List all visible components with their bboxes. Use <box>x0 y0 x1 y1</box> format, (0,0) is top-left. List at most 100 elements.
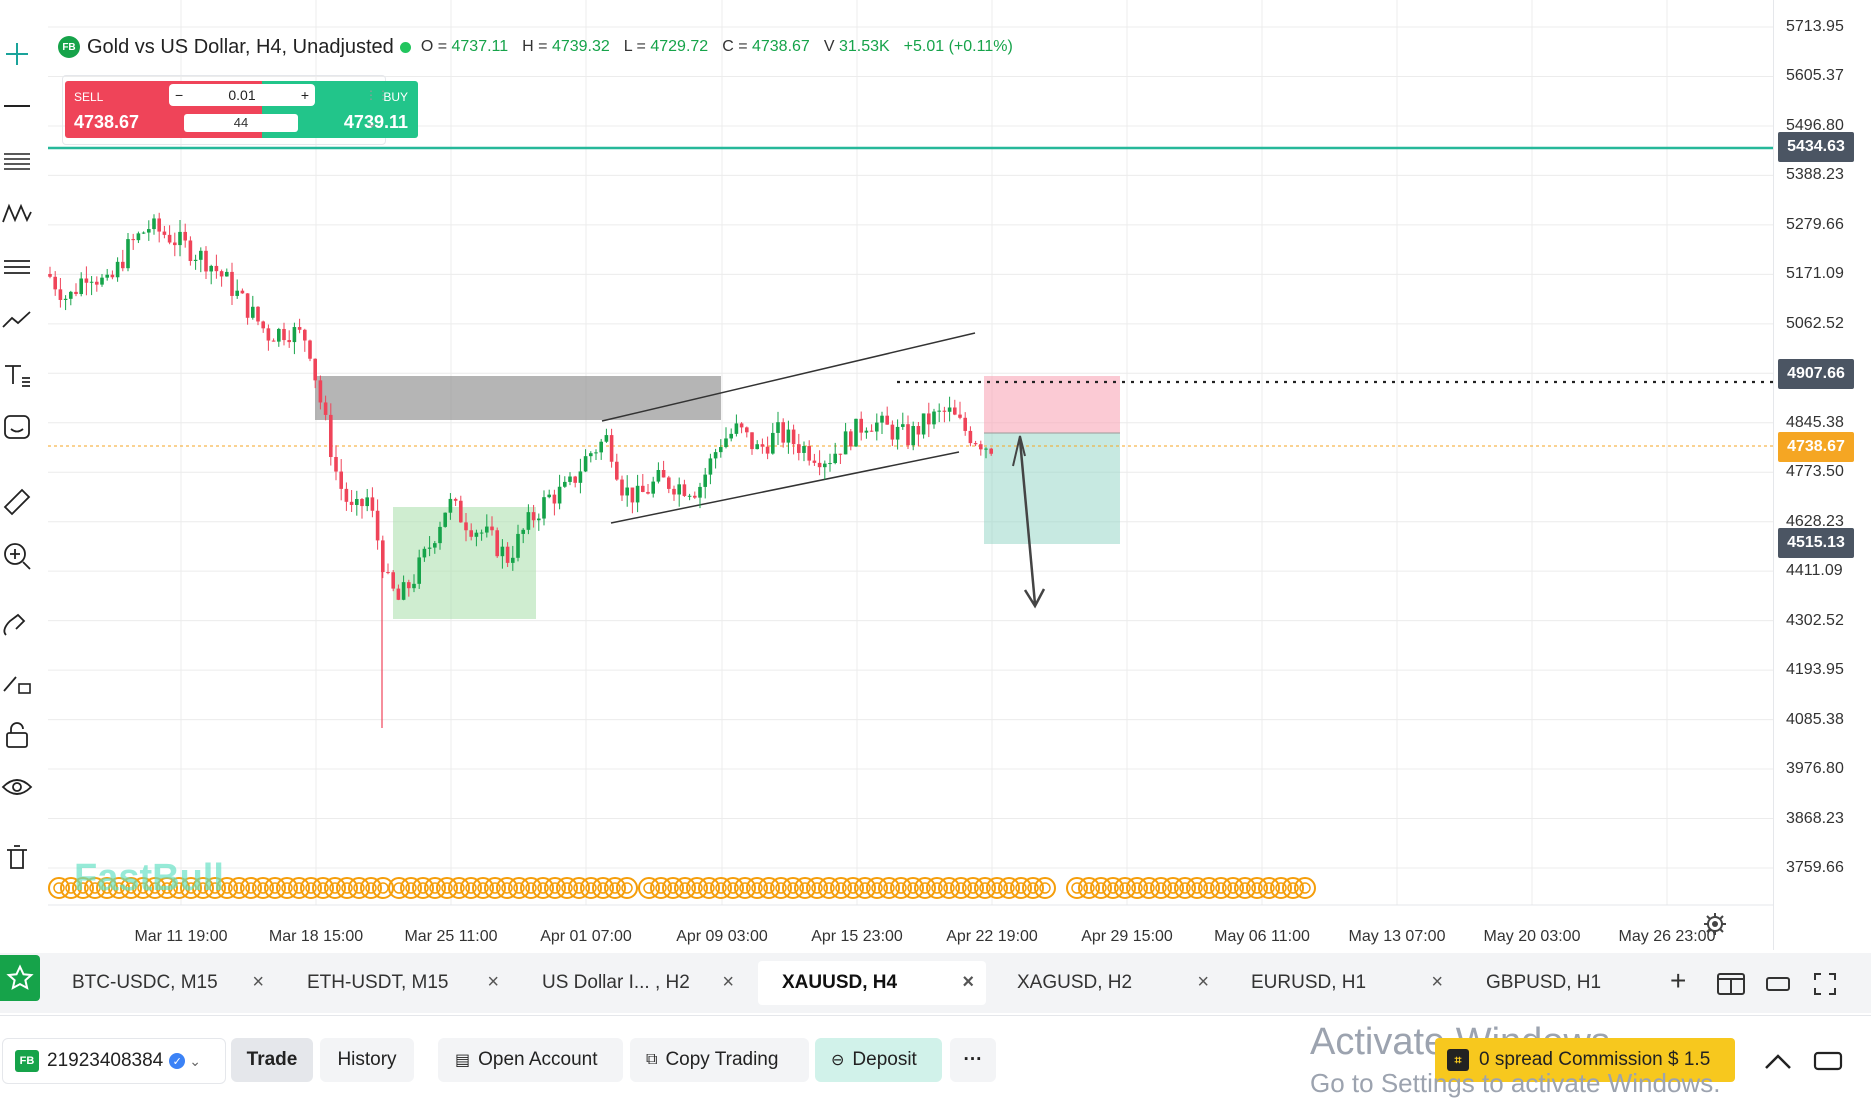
candle <box>173 232 177 257</box>
fib-tool-icon[interactable] <box>0 144 34 178</box>
account-selector[interactable]: FB 21923408384 ✓ ⌄ <box>2 1038 226 1084</box>
candle <box>308 339 312 362</box>
tab-eurusd[interactable]: EURUSD, H1 × <box>1251 971 1443 993</box>
candle <box>771 423 775 455</box>
ohlc-open: O = 4737.11 <box>420 38 509 55</box>
trend-tool-icon[interactable] <box>0 303 34 337</box>
candle <box>152 214 156 235</box>
candle <box>178 219 182 257</box>
emoji-tool-icon[interactable] <box>0 410 34 444</box>
more-button[interactable]: ··· <box>950 1038 996 1082</box>
price-label: 4845.38 <box>1786 413 1844 431</box>
drag-handle-icon[interactable]: ⋮⋮ <box>365 88 389 102</box>
lot-size-value[interactable]: 0.01 <box>228 87 256 103</box>
open-account-button[interactable]: ▤ Open Account <box>438 1038 623 1082</box>
brush-lock-icon[interactable] <box>0 664 34 698</box>
pattern-tool-icon[interactable] <box>0 196 34 230</box>
time-label: Apr 15 23:00 <box>811 928 903 945</box>
candle <box>282 322 286 346</box>
candle <box>157 212 161 243</box>
add-tab-icon[interactable]: + <box>1670 965 1687 996</box>
candle <box>651 476 655 498</box>
candle <box>563 476 567 488</box>
candle <box>932 408 936 429</box>
close-icon[interactable]: × <box>1431 971 1443 993</box>
candle <box>370 487 375 518</box>
fullscreen-icon[interactable] <box>1813 972 1837 996</box>
chart-settings-icon <box>1704 913 1726 935</box>
copy-trading-button[interactable]: ⧉ Copy Trading <box>630 1038 809 1082</box>
eye-icon[interactable] <box>0 770 34 804</box>
lock-icon[interactable] <box>0 718 34 752</box>
candle <box>147 220 151 241</box>
candle <box>412 574 416 593</box>
lot-size-stepper[interactable]: − 0.01 + <box>169 84 315 106</box>
trash-icon[interactable] <box>0 840 34 874</box>
one-click-trade-widget: SELL 4738.67 BUY 4739.11 − 0.01 + 44 ⋮⋮ … <box>62 78 418 142</box>
panel-toggle-icon[interactable] <box>1813 1050 1843 1072</box>
lot-increase-button[interactable]: + <box>300 87 309 103</box>
tab-xagusd[interactable]: XAGUSD, H2 × <box>1017 971 1209 993</box>
chevron-up-icon[interactable] <box>1763 1052 1793 1072</box>
event-marker <box>508 877 530 899</box>
current-price-tag: 4738.67 <box>1778 431 1854 462</box>
event-marker <box>1150 877 1172 899</box>
candle <box>745 426 749 438</box>
close-icon[interactable]: × <box>962 971 974 993</box>
magnet-icon[interactable] <box>0 609 34 643</box>
candle <box>838 453 843 465</box>
crosshair-icon[interactable] <box>0 37 34 71</box>
close-icon[interactable]: × <box>1197 971 1209 993</box>
trade-tab[interactable]: Trade <box>231 1038 313 1082</box>
price-axis[interactable]: 5713.95 5605.37 5496.80 5388.23 5279.66 5171.… <box>1773 0 1871 950</box>
candle <box>245 293 250 325</box>
candle <box>230 262 234 305</box>
favorites-star-icon[interactable] <box>0 955 40 1001</box>
close-icon[interactable]: × <box>722 971 734 993</box>
sell-button[interactable]: SELL 4738.67 <box>65 81 274 138</box>
single-layout-icon[interactable] <box>1766 975 1790 993</box>
split-layout-icon[interactable] <box>1717 973 1745 995</box>
symbol-title[interactable]: Gold vs US Dollar, H4, Unadjusted <box>87 35 394 58</box>
tab-xauusd[interactable]: XAUUSD, H4 × <box>758 961 986 1005</box>
event-marker <box>448 877 470 899</box>
stop-loss-zone <box>984 376 1120 433</box>
candle <box>568 472 572 486</box>
deposit-button[interactable]: ⊖ Deposit <box>815 1038 942 1082</box>
history-tab[interactable]: History <box>320 1038 414 1082</box>
close-icon[interactable]: × <box>487 971 499 993</box>
promo-banner[interactable]: ⌗ 0 spread Commission $ 1.5 <box>1435 1038 1735 1082</box>
candle <box>240 288 245 294</box>
candle <box>687 493 692 501</box>
candle <box>630 487 635 514</box>
candle <box>854 418 858 447</box>
candle <box>521 528 525 544</box>
tab-eth-usdt[interactable]: ETH-USDT, M15 × <box>307 971 499 993</box>
candlestick-chart[interactable]: FastBull Mar 11 19:00 Mar 18 15:00 Mar 25 … <box>48 0 1773 950</box>
event-marker <box>592 877 614 899</box>
tab-gbpusd[interactable]: GBPUSD, H1 <box>1486 972 1602 993</box>
channel-tool-icon[interactable] <box>0 250 34 284</box>
candle <box>256 306 260 326</box>
candle <box>167 225 172 245</box>
ruler-icon[interactable] <box>0 485 34 519</box>
text-tool-icon[interactable] <box>0 358 34 392</box>
close-icon[interactable]: × <box>252 971 264 993</box>
chevron-down-icon[interactable]: ⌄ <box>366 114 378 130</box>
line-tool-icon[interactable] <box>0 89 34 123</box>
tab-btc-usdc[interactable]: BTC-USDC, M15 × <box>72 971 264 993</box>
candle <box>791 424 796 455</box>
candle <box>495 527 499 558</box>
candle <box>505 542 510 568</box>
candle <box>750 432 754 455</box>
event-marker <box>1162 877 1184 899</box>
tab-us-dollar-index[interactable]: US Dollar I... , H2 × <box>542 971 734 993</box>
buy-price: 4739.11 <box>343 112 408 132</box>
lot-decrease-button[interactable]: − <box>175 87 184 103</box>
candle <box>708 453 713 485</box>
candle <box>131 233 135 250</box>
price-label: 4193.95 <box>1786 661 1844 679</box>
ohlc-high: H = 4739.32 <box>522 38 610 55</box>
zoom-in-icon[interactable] <box>0 539 34 573</box>
event-marker <box>324 877 346 899</box>
